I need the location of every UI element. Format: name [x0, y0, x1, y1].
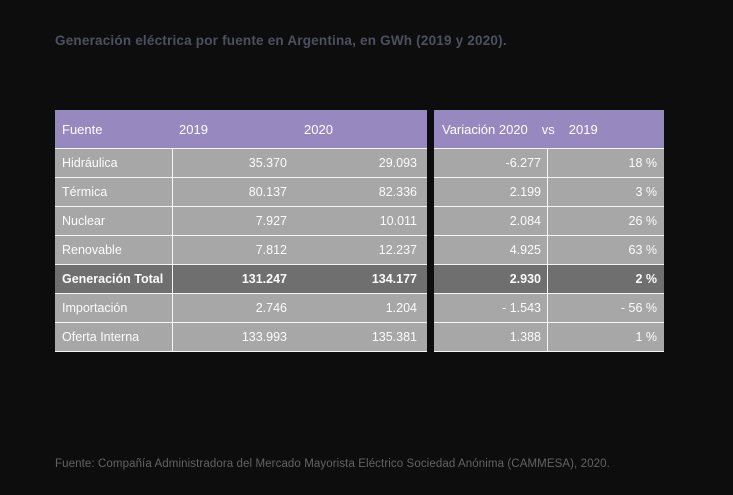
source-note: Fuente: Compañía Administradora del Merc…: [55, 458, 610, 470]
cell-2020: 134.177: [371, 272, 417, 286]
cell-2019: 2.746: [255, 301, 287, 315]
cell-percent: 26 %: [628, 214, 658, 228]
table-row: Térmica 80.137 82.336: [55, 177, 427, 206]
table-row: -6.277 18 %: [434, 148, 664, 177]
column-header-2020: 2020: [304, 121, 333, 137]
cell-variacion: 2.084: [434, 207, 548, 235]
cell-2019: 7.927: [255, 214, 287, 228]
cell-percent: 63 %: [628, 243, 658, 257]
cell-variacion: 4.925: [434, 236, 548, 264]
cell-2020: 135.381: [371, 330, 417, 344]
cell-variacion: 2.199: [434, 178, 548, 206]
cell-2019: 133.993: [241, 330, 287, 344]
table-row-total: Generación Total 131.247 134.177: [55, 264, 427, 293]
generation-table: Fuente 2019 2020 Hidráulica 35.370 29.09…: [55, 110, 427, 352]
column-header-vs: vs: [541, 121, 555, 137]
cell-variacion: -6.277: [434, 149, 548, 177]
table-divider: [427, 110, 434, 352]
cell-2019: 131.247: [241, 272, 287, 286]
table-row: Nuclear 7.927 10.011: [55, 206, 427, 235]
generation-table-body: Hidráulica 35.370 29.093 Térmica 80.137 …: [55, 148, 427, 352]
cell-variacion: 1.388: [434, 323, 548, 351]
column-header-fuente: Fuente: [62, 121, 103, 137]
table-row: 2.199 3 %: [434, 177, 664, 206]
cell-fuente: Generación Total: [55, 265, 173, 293]
cell-percent: 1 %: [635, 330, 657, 344]
cell-fuente: Renovable: [55, 236, 173, 264]
cell-variacion: - 1.543: [434, 294, 548, 322]
table-row: 1.388 1 %: [434, 322, 664, 351]
table-row: Oferta Interna 133.993 135.381: [55, 322, 427, 351]
cell-percent: - 56 %: [620, 301, 657, 315]
cell-fuente: Térmica: [55, 178, 173, 206]
table-row: 4.925 63 %: [434, 235, 664, 264]
cell-variacion: 2.930: [434, 265, 548, 293]
cell-2020: 12.237: [378, 243, 417, 257]
cell-2019: 7.812: [255, 243, 287, 257]
cell-2020: 29.093: [378, 156, 417, 170]
cell-percent: 2 %: [635, 272, 657, 286]
column-header-year: 2019: [568, 121, 598, 137]
cell-2020: 82.336: [378, 185, 417, 199]
cell-percent: 3 %: [635, 185, 657, 199]
table-row: 2.084 26 %: [434, 206, 664, 235]
table-row: - 1.543 - 56 %: [434, 293, 664, 322]
column-header-2019: 2019: [179, 121, 208, 137]
cell-2019: 35.370: [248, 156, 287, 170]
variation-table-header: Variación 2020 vs 2019: [434, 110, 664, 148]
variation-table: Variación 2020 vs 2019 -6.277 18 % 2.199…: [434, 110, 664, 352]
table-row: Hidráulica 35.370 29.093: [55, 148, 427, 177]
cell-fuente: Oferta Interna: [55, 323, 173, 351]
cell-fuente: Importación: [55, 294, 173, 322]
generation-table-header: Fuente 2019 2020: [55, 110, 427, 148]
table-row: Importación 2.746 1.204: [55, 293, 427, 322]
cell-2019: 80.137: [248, 185, 287, 199]
table-row: Renovable 7.812 12.237: [55, 235, 427, 264]
cell-fuente: Nuclear: [55, 207, 173, 235]
cell-percent: 18 %: [628, 156, 658, 170]
cell-2020: 10.011: [379, 214, 417, 228]
cell-fuente: Hidráulica: [55, 149, 173, 177]
data-table: Fuente 2019 2020 Hidráulica 35.370 29.09…: [55, 110, 664, 352]
column-header-variacion: Variación 2020: [442, 121, 528, 137]
table-row-total: 2.930 2 %: [434, 264, 664, 293]
page-title: Generación eléctrica por fuente en Argen…: [55, 33, 507, 48]
cell-2020: 1.204: [385, 301, 417, 315]
variation-table-body: -6.277 18 % 2.199 3 % 2.084 26 % 4.925 6…: [434, 148, 664, 352]
